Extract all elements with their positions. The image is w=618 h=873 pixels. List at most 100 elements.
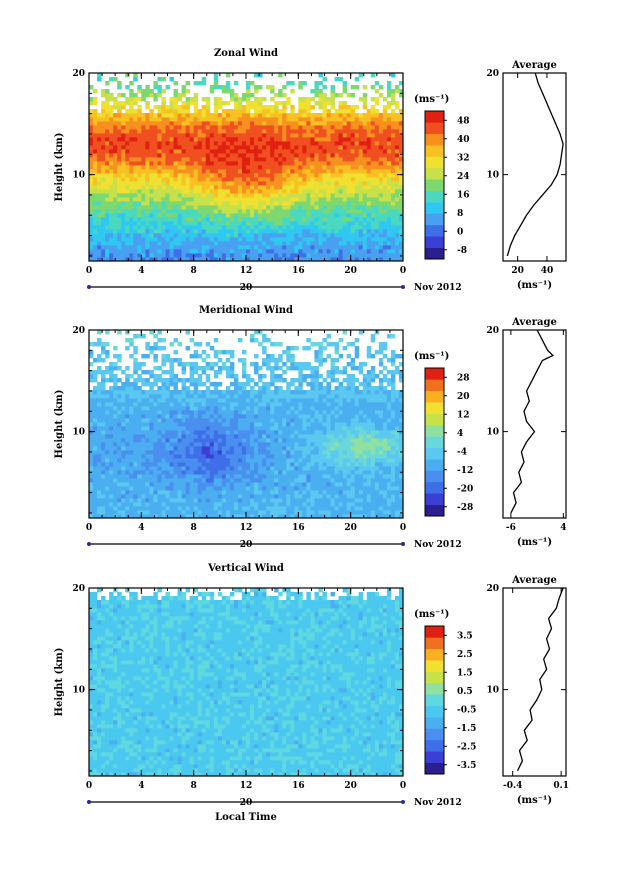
colorbar-swatch (425, 236, 444, 248)
x-tick-label: 8 (191, 266, 197, 276)
profile-title: Average (511, 317, 557, 328)
x-tick-label: 16 (292, 266, 305, 276)
month-label: Nov 2012 (414, 798, 462, 808)
colorbar-swatch (425, 247, 444, 260)
x-tick-label: 0 (86, 266, 92, 276)
average-profile: Average -0.4 0.1 10 20 (ms⁻¹) (486, 575, 569, 806)
colorbar-swatch (425, 705, 444, 718)
profile-x-label: (ms⁻¹) (517, 795, 552, 806)
colorbar-tick-label: 1.5 (457, 668, 473, 678)
profile-x-tick-label: -6 (506, 523, 516, 533)
colorbar-swatch (425, 660, 444, 672)
profile-y-tick-label: 10 (486, 428, 499, 438)
panel-title: Meridional Wind (199, 305, 293, 316)
colorbar-swatch (425, 751, 444, 763)
colorbar-swatch (425, 648, 444, 661)
colorbar-tick-label: 8 (457, 209, 463, 219)
colorbar-swatch (425, 694, 444, 706)
y-tick-label: 10 (72, 171, 85, 181)
colorbar-swatch (425, 213, 444, 226)
month-label: Nov 2012 (414, 283, 462, 293)
colorbar-tick-label: 2.5 (457, 650, 473, 660)
colorbar-tick-label: -3.5 (457, 761, 476, 771)
colorbar-unit: (ms⁻¹) (414, 609, 449, 620)
y-tick-label: 20 (72, 326, 85, 336)
colorbar-swatch (425, 224, 444, 237)
colorbar-swatch (425, 739, 444, 752)
profile-x-tick-label: 20 (511, 266, 524, 276)
colorbar-swatch (425, 682, 444, 695)
colorbar-swatch (425, 145, 444, 157)
heatmap-field (89, 330, 404, 519)
average-profile: Average 20 40 10 20 (ms⁻¹) (486, 60, 567, 291)
colorbar-tick-label: -8 (457, 246, 467, 256)
profile-frame (502, 72, 567, 262)
x-tick-label: 0 (400, 781, 406, 791)
colorbar-swatch (425, 481, 444, 494)
x-tick-label: 20 (344, 523, 357, 533)
profile-y-tick-label: 20 (486, 584, 499, 594)
x-tick-label: 12 (240, 781, 253, 791)
colorbar-tick-label: 28 (457, 373, 470, 383)
x-axis-label: Local Time (215, 812, 277, 823)
x-tick-label: 0 (86, 523, 92, 533)
colorbar-swatch (425, 424, 444, 437)
colorbar-tick-label: 40 (457, 135, 470, 145)
date-label: 20 (240, 540, 253, 550)
colorbar-swatch (425, 122, 444, 135)
profile-x-tick-label: 4 (560, 523, 566, 533)
x-tick-label: 0 (400, 523, 406, 533)
colorbar-swatch (425, 728, 444, 741)
y-axis-label: Height (km) (54, 390, 65, 459)
colorbar-tick-label: -20 (457, 484, 473, 494)
profile-y-tick-label: 20 (486, 69, 499, 79)
colorbar-swatch (425, 762, 444, 775)
x-tick-label: 20 (344, 781, 357, 791)
x-tick-label: 0 (86, 781, 92, 791)
profile-frame (502, 587, 567, 777)
profile-line (506, 72, 564, 257)
x-tick-label: 0 (400, 266, 406, 276)
colorbar-tick-label: 16 (457, 190, 470, 200)
colorbar-swatch (425, 179, 444, 191)
colorbar-tick-label: -1.5 (457, 724, 476, 734)
colorbar-swatch (425, 637, 444, 650)
colorbar-swatch (425, 390, 444, 403)
colorbar-tick-label: 24 (457, 172, 470, 182)
date-label: 20 (240, 798, 253, 808)
colorbar-swatch (425, 133, 444, 146)
y-axis-label: Height (km) (54, 648, 65, 717)
date-label: 20 (240, 283, 253, 293)
colorbar-swatch (425, 111, 444, 123)
colorbar-tick-label: 20 (457, 392, 470, 402)
colorbar-tick-label: 3.5 (457, 631, 473, 641)
y-tick-label: 20 (72, 584, 85, 594)
panel-title: Zonal Wind (214, 48, 278, 59)
colorbar-swatch (425, 436, 444, 448)
colorbar-tick-label: -0.5 (457, 705, 476, 715)
heatmap-field (89, 588, 404, 777)
colorbar: (ms⁻¹) 28 20 12 4 -4 -12 -20 -28 (414, 351, 473, 517)
profile-x-tick-label: 40 (541, 266, 554, 276)
colorbar-swatch (425, 459, 444, 471)
colorbar-swatch (425, 470, 444, 483)
colorbar-tick-label: 0.5 (457, 687, 473, 697)
colorbar-swatch (425, 167, 444, 180)
colorbar-swatch (425, 368, 444, 380)
month-label: Nov 2012 (414, 540, 462, 550)
colorbar-tick-label: 12 (457, 410, 470, 420)
colorbar-swatch (425, 202, 444, 214)
x-tick-label: 4 (138, 781, 144, 791)
x-tick-label: 12 (240, 523, 253, 533)
colorbar-tick-label: 32 (457, 153, 470, 163)
colorbar-unit: (ms⁻¹) (414, 94, 449, 105)
x-tick-label: 16 (292, 781, 305, 791)
y-tick-label: 10 (72, 428, 85, 438)
profile-y-tick-label: 10 (486, 686, 499, 696)
x-tick-label: 8 (191, 523, 197, 533)
colorbar-tick-label: -2.5 (457, 742, 476, 752)
colorbar-tick-label: -4 (457, 447, 467, 457)
average-profile: Average -6 4 10 20 (ms⁻¹) (486, 317, 567, 548)
